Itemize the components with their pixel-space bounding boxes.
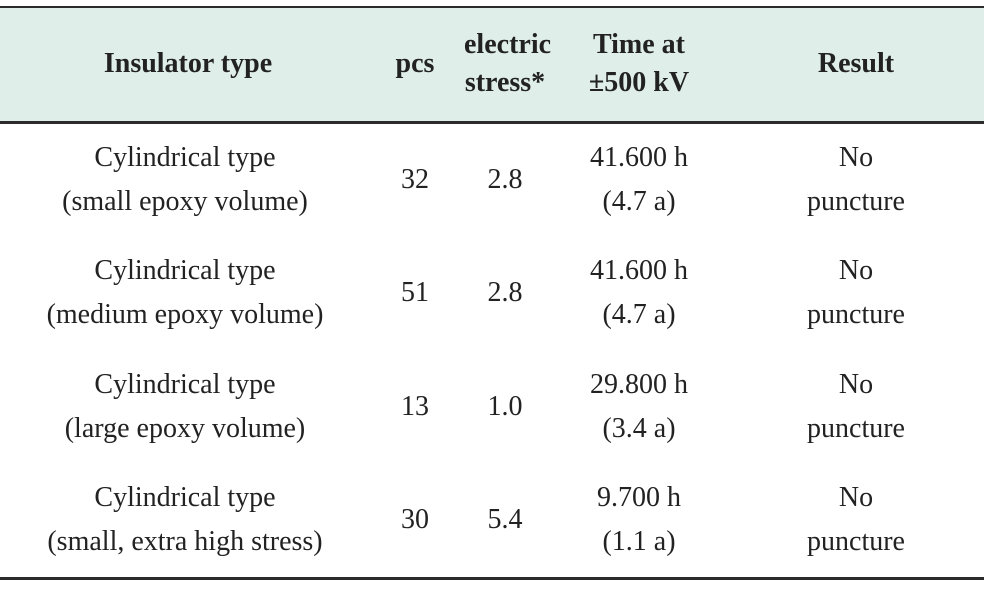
header-electric-stress-line-1: electric: [464, 29, 552, 61]
cell-result-line-1: No: [838, 482, 874, 514]
header-result-line-1: Result: [817, 48, 895, 80]
cell-insulator-type-line-2: (small epoxy volume): [62, 185, 308, 217]
cell-insulator-type-line-2: (large epoxy volume): [64, 413, 306, 444]
cell-pcs: 13: [401, 391, 429, 422]
cell-pcs: 30: [401, 504, 429, 536]
table-header: Insulator type pcs electric stress* Time…: [0, 7, 984, 122]
header-result: Result: [728, 7, 984, 122]
cell-time-hours: 41.600 h: [590, 141, 688, 173]
cell-time: 9.700 h (1.1 a): [550, 464, 728, 578]
header-insulator-type-line-1: Insulator type: [103, 48, 273, 80]
cell-result-line-2: puncture: [807, 185, 905, 217]
cell-time-years: (4.7 a): [602, 185, 676, 217]
cell-insulator-type-line-1: Cylindrical type: [94, 255, 276, 286]
cell-result: No puncture: [728, 464, 984, 578]
cell-time: 41.600 h (4.7 a): [550, 236, 728, 350]
cell-electric-stress: 2.8: [487, 163, 523, 195]
cell-electric-stress: 2.8: [487, 277, 523, 308]
cell-insulator-type: Cylindrical type (medium epoxy volume): [0, 236, 370, 350]
cell-result-line-2: puncture: [807, 299, 905, 330]
header-time: Time at ±500 kV: [550, 7, 728, 122]
insulator-test-table: Insulator type pcs electric stress* Time…: [0, 6, 984, 580]
cell-time-years: (4.7 a): [602, 299, 676, 330]
header-insulator-type: Insulator type: [0, 7, 370, 122]
table-row: Cylindrical type (small epoxy volume) 32…: [0, 122, 984, 236]
header-pcs: pcs: [370, 7, 460, 122]
header-electric-stress: electric stress*: [460, 7, 552, 122]
cell-time-hours: 29.800 h: [590, 369, 688, 400]
cell-electric-stress: 1.0: [487, 391, 523, 422]
cell-result-line-1: No: [838, 141, 874, 173]
cell-time-hours: 41.600 h: [590, 255, 688, 286]
table-body: Cylindrical type (small epoxy volume) 32…: [0, 122, 984, 578]
cell-insulator-type-line-1: Cylindrical type: [94, 141, 276, 173]
cell-pcs: 51: [401, 277, 429, 308]
cell-insulator-type-line-2: (medium epoxy volume): [46, 299, 324, 330]
table-row: Cylindrical type (medium epoxy volume) 5…: [0, 236, 984, 350]
cell-result: No puncture: [728, 122, 984, 236]
cell-result-line-1: No: [838, 369, 874, 400]
cell-pcs: 32: [401, 163, 429, 195]
cell-result-line-1: No: [838, 255, 874, 286]
cell-insulator-type: Cylindrical type (small, extra high stre…: [0, 464, 370, 578]
cell-result: No puncture: [728, 236, 984, 350]
cell-insulator-type-line-1: Cylindrical type: [94, 369, 276, 400]
cell-result-line-2: puncture: [807, 526, 905, 558]
cell-insulator-type: Cylindrical type (large epoxy volume): [0, 350, 370, 464]
cell-insulator-type-line-2: (small, extra high stress): [47, 526, 323, 558]
cell-time-hours: 9.700 h: [597, 482, 681, 514]
header-time-line-2: ±500 kV: [588, 67, 690, 99]
cell-insulator-type-line-1: Cylindrical type: [94, 482, 276, 514]
cell-electric-stress: 5.4: [487, 504, 523, 536]
cell-result-line-2: puncture: [807, 413, 905, 444]
cell-time-years: (3.4 a): [602, 413, 676, 444]
cell-result: No puncture: [728, 350, 984, 464]
cell-time-years: (1.1 a): [602, 526, 676, 558]
table-row: Cylindrical type (large epoxy volume) 13…: [0, 350, 984, 464]
cell-time: 41.600 h (4.7 a): [550, 122, 728, 236]
cell-time: 29.800 h (3.4 a): [550, 350, 728, 464]
cell-insulator-type: Cylindrical type (small epoxy volume): [0, 122, 370, 236]
header-time-line-1: Time at: [592, 29, 686, 61]
header-electric-stress-line-2: stress*: [464, 67, 546, 99]
header-row: Insulator type pcs electric stress* Time…: [0, 7, 984, 122]
header-pcs-line-1: pcs: [395, 48, 435, 80]
table-row: Cylindrical type (small, extra high stre…: [0, 464, 984, 578]
